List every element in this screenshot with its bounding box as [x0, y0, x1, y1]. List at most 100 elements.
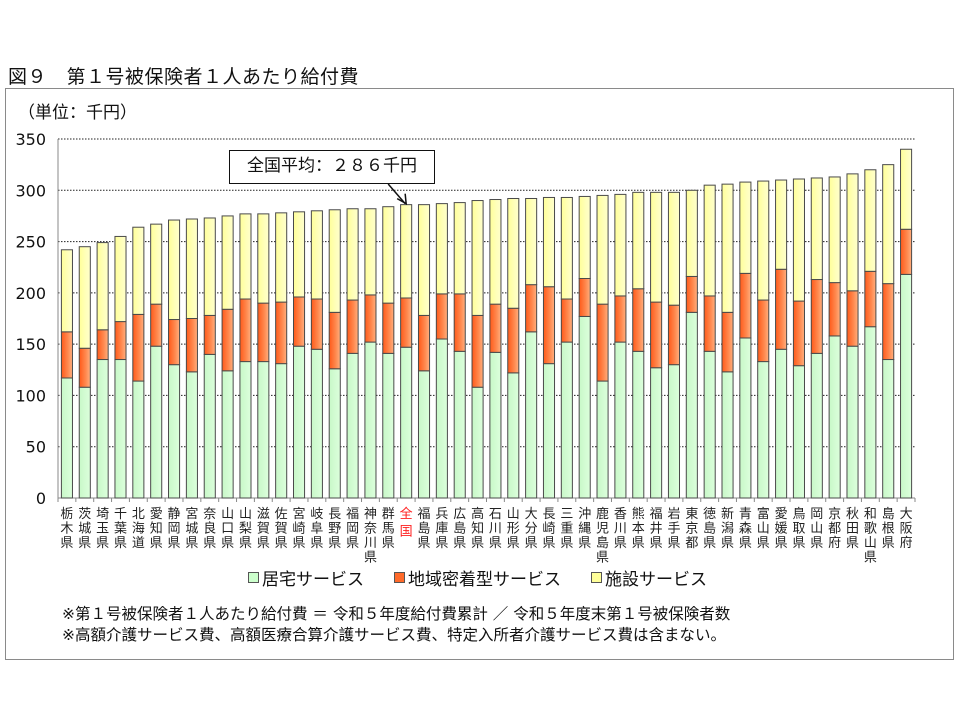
category-label: 山 [864, 536, 877, 551]
bar-segment-community [168, 319, 181, 366]
legend-item-facility-service: 施設サービス [591, 565, 707, 590]
bar-segment-home [435, 338, 448, 499]
bar-segment-community [132, 313, 145, 382]
bar-segment-community [667, 304, 681, 366]
category-label: 川 [614, 522, 627, 537]
category-label: 県 [203, 536, 216, 551]
bar-segment-home [417, 370, 431, 499]
category-label: 井 [650, 522, 663, 537]
category-label: 栃 [60, 507, 73, 522]
category-label: 大 [900, 507, 913, 522]
bar-segment-facility [292, 211, 306, 298]
category-label: 県 [757, 536, 770, 551]
category-label: 川 [489, 522, 502, 537]
bar-segment-facility [168, 219, 181, 321]
bar-segment-community [864, 270, 877, 328]
category-label: 宮 [293, 506, 306, 522]
bar-segment-home [453, 350, 466, 499]
category-label: 北 [132, 507, 145, 522]
bar-segment-home [685, 311, 698, 499]
bar-segment-home [792, 365, 805, 499]
bar-segment-home [864, 326, 877, 499]
bar-segment-home [560, 341, 573, 499]
category-label: 山 [507, 507, 520, 522]
category-label: 県 [650, 536, 663, 551]
legend-swatch-facility [591, 572, 602, 583]
category-label: 根 [882, 522, 895, 537]
bar-segment-facility [435, 203, 448, 295]
category-label: 広 [453, 507, 466, 522]
bars [60, 148, 913, 499]
category-label: 高 [471, 506, 484, 522]
bar-segment-community [60, 331, 73, 379]
category-label: 賀 [257, 522, 270, 537]
category-label: 県 [489, 536, 502, 551]
bar-segment-facility [364, 208, 377, 296]
bar-segment-home [382, 352, 395, 499]
bar-segment-community [703, 295, 716, 352]
bar-segment-community [185, 318, 198, 373]
category-label: 岡 [346, 522, 359, 537]
category-label: 県 [507, 536, 520, 551]
bar-segment-facility [525, 197, 538, 286]
category-label: 県 [382, 536, 395, 551]
bar-segment-home [346, 352, 359, 499]
axes: 0 50 100 150 200 250 300 350 [15, 130, 916, 508]
category-label: 島 [453, 522, 466, 537]
bar-segment-community [685, 275, 698, 313]
category-label: 都 [828, 522, 841, 537]
bar-segment-community [471, 314, 484, 388]
bar-segment-facility [346, 208, 359, 301]
bar-segment-home [221, 370, 234, 499]
bar-segment-facility [489, 199, 502, 305]
category-label: 県 [525, 536, 538, 551]
bar-segment-community [596, 303, 609, 382]
category-label: 庫 [435, 522, 448, 537]
category-label: 海 [132, 522, 145, 537]
unit-label: （単位：千円） [18, 103, 137, 123]
category-label: 県 [257, 536, 270, 551]
category-label: 島 [703, 522, 716, 537]
bar-segment-facility [328, 209, 341, 313]
bar-segment-facility [150, 223, 163, 305]
category-label: 潟 [721, 522, 734, 537]
bar-segment-home [60, 377, 73, 499]
bar-segment-community [792, 300, 805, 367]
bar-segment-home [150, 345, 163, 499]
bar-segment-facility [417, 204, 431, 316]
category-label: 県 [614, 536, 627, 551]
category-label: 県 [114, 536, 127, 551]
category-label: 形 [507, 522, 520, 537]
bar-segment-home [114, 359, 127, 499]
category-label: 児 [596, 522, 609, 537]
category-label: 県 [703, 536, 716, 551]
category-label: 岩 [667, 507, 680, 522]
bar-segment-home [810, 352, 823, 499]
category-label: 都 [685, 536, 698, 551]
bar-segment-facility [757, 180, 770, 301]
bar-segment-community [417, 314, 431, 372]
bar-segment-community [775, 268, 788, 350]
chart-frame [5, 88, 954, 660]
bar-segment-home [257, 361, 270, 499]
y-tick-label: 150 [15, 335, 46, 354]
bar-segment-facility [400, 204, 413, 299]
bar-segment-home [310, 348, 323, 499]
bar-segment-community [346, 299, 359, 354]
category-label: 京 [685, 522, 698, 537]
bar-segment-facility [453, 202, 466, 295]
category-label: 徳 [703, 507, 716, 522]
bar-segment-community [453, 293, 466, 352]
category-label: 愛 [775, 507, 788, 522]
category-label: 阜 [310, 521, 323, 537]
category-label: 県 [418, 536, 431, 551]
bar-segment-community [560, 298, 573, 343]
gridlines [58, 138, 915, 448]
category-label: 長 [328, 507, 341, 522]
bar-segment-home [596, 380, 609, 499]
category-label: 川 [364, 536, 377, 551]
bar-segment-facility [792, 178, 805, 302]
category-label: 阪 [900, 522, 913, 537]
bar-segment-home [168, 364, 181, 499]
bar-segment-community [810, 279, 823, 354]
